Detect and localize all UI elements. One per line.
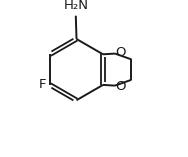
Text: O: O (115, 80, 125, 93)
Text: H₂N: H₂N (63, 0, 88, 12)
Text: F: F (39, 78, 46, 91)
Text: O: O (115, 46, 125, 59)
